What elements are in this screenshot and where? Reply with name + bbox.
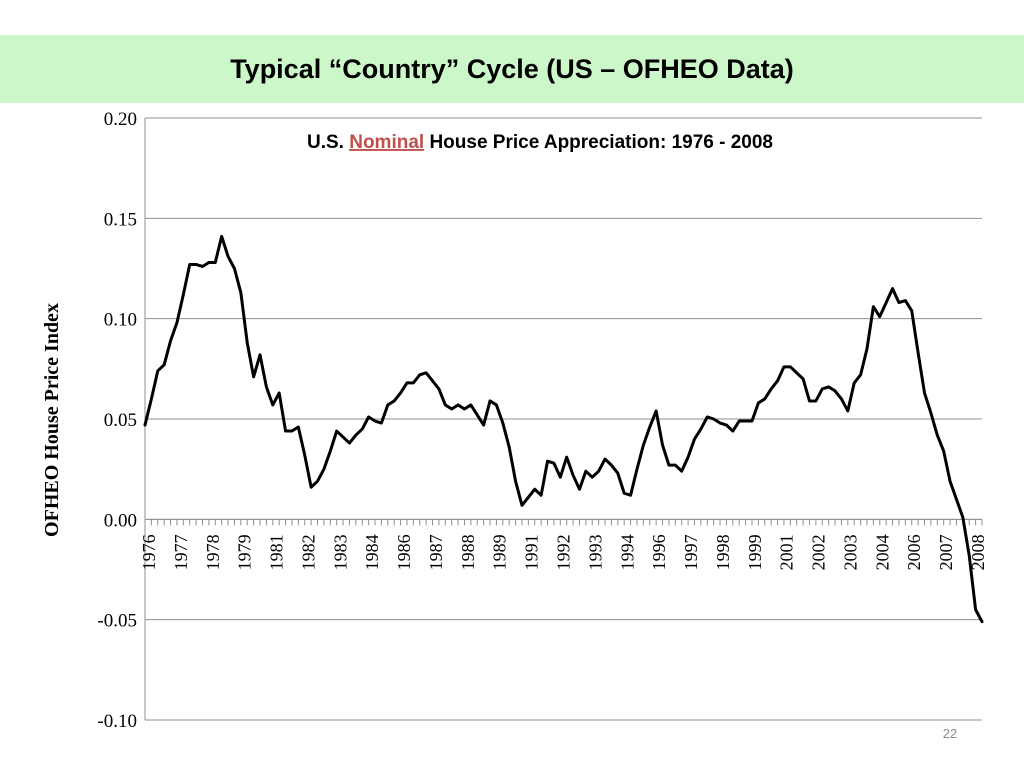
x-tick-label: 1978: [203, 534, 223, 570]
chart-title: U.S. Nominal House Price Appreciation: 1…: [307, 132, 773, 153]
x-tick-label: 1984: [362, 534, 382, 570]
chart-title-emphasis: Nominal: [349, 132, 424, 153]
x-tick-label: 2006: [904, 534, 924, 570]
x-tick-label: 1996: [649, 534, 669, 570]
x-tick-label: 1992: [554, 534, 574, 570]
title-band: Typical “Country” Cycle (US – OFHEO Data…: [0, 35, 1024, 103]
chart-title-prefix: U.S.: [307, 132, 349, 153]
x-tick-label: 2008: [968, 534, 988, 570]
x-tick-label: 1983: [330, 534, 350, 570]
y-tick-label: 0.15: [104, 209, 137, 230]
x-tick-label: 1994: [617, 534, 637, 570]
x-tick-label: 1991: [522, 534, 542, 570]
x-tick-label: 1997: [681, 534, 701, 570]
y-tick-label: 0.05: [104, 410, 137, 431]
x-tick-label: 1979: [235, 534, 255, 570]
x-tick-label: 1993: [585, 534, 605, 570]
x-tick-label: 1977: [171, 534, 191, 570]
series-line-group: [143, 234, 984, 624]
y-tick-label: 0.00: [104, 510, 137, 531]
x-tick-label: 2003: [840, 534, 860, 570]
x-tick-label: 1976: [139, 534, 159, 570]
y-tick-label: -0.05: [97, 611, 137, 632]
x-tick-label: 1981: [267, 534, 287, 570]
x-tick-labels: 1976 1977 1978 1979 1981 1982 1983 1984 1986 1987…: [139, 534, 988, 570]
y-axis-label: OFHEO House Price Index: [41, 303, 63, 537]
gridlines: [145, 117, 982, 721]
x-tick-label: 1988: [458, 534, 478, 570]
x-tick-label: 2007: [936, 534, 956, 570]
x-tick-label: 1987: [426, 534, 446, 570]
x-tick-label: 2002: [809, 534, 829, 570]
y-tick-label: 0.20: [104, 109, 137, 130]
page-number: 22: [942, 726, 958, 741]
x-tick-label: 2001: [777, 534, 797, 570]
x-tick-label: 2004: [872, 534, 892, 570]
x-tick-label: 1989: [490, 534, 510, 570]
slide-title: Typical “Country” Cycle (US – OFHEO Data…: [230, 54, 794, 84]
y-tick-label: -0.10: [97, 711, 137, 732]
x-tick-label: 1986: [394, 534, 414, 570]
chart-title-suffix: House Price Appreciation: 1976 - 2008: [424, 132, 773, 153]
series-line: [143, 234, 984, 624]
x-tick-label: 1998: [713, 534, 733, 570]
x-tick-label: 1982: [298, 534, 318, 570]
y-tick-label: 0.10: [104, 310, 137, 331]
x-tick-label: 1999: [745, 534, 765, 570]
y-tick-labels: 0.20 0.15 0.10 0.05 0.00 -0.05 -0.10: [97, 109, 137, 732]
